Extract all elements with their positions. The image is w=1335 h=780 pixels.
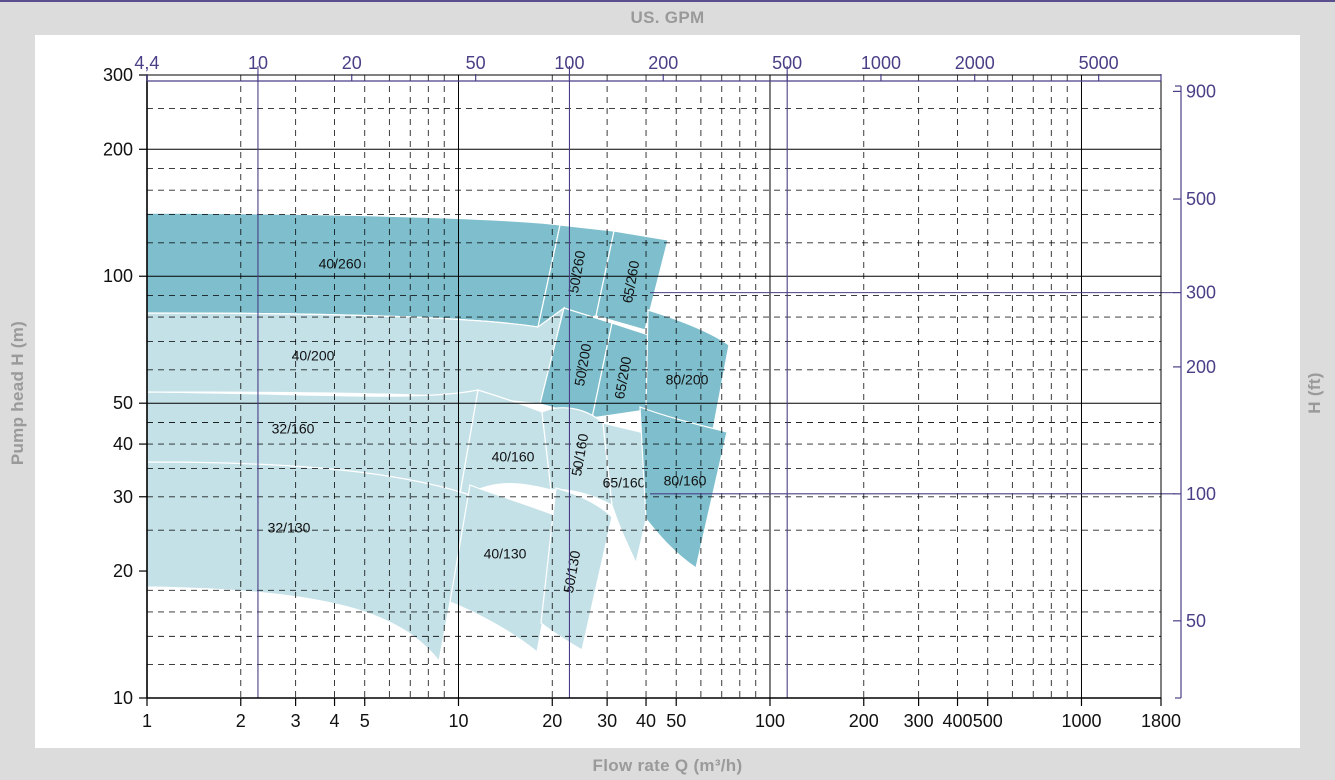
- x-tick-label: 5: [360, 711, 370, 731]
- region-40-200: [146, 306, 565, 405]
- gpm-tick-label: 5000: [1079, 53, 1119, 73]
- bottom-axis-title: Flow rate Q (m³/h): [592, 756, 743, 775]
- region-label-40-130: 40/130: [484, 546, 527, 562]
- top-axis-title: US. GPM: [630, 8, 705, 27]
- region-label-65-160: 65/160: [603, 475, 646, 491]
- gpm-tick-label: 1000: [861, 53, 901, 73]
- region-label-80-160: 80/160: [664, 473, 707, 489]
- x-tick-label: 3: [291, 711, 301, 731]
- gpm-tick-label: 10: [248, 53, 268, 73]
- ft-tick-label: 300: [1186, 283, 1216, 303]
- ft-tick-label: 900: [1186, 81, 1216, 101]
- gpm-tick-label: 500: [772, 53, 802, 73]
- region-label-80-200: 80/200: [666, 372, 709, 388]
- ft-tick-label: 200: [1186, 357, 1216, 377]
- y-tick-label: 20: [113, 561, 133, 581]
- x-tick-label: 1800: [1141, 711, 1181, 731]
- region-label-40-160: 40/160: [492, 449, 535, 465]
- region-label-32-130: 32/130: [268, 520, 311, 536]
- x-tick-label: 1000: [1061, 711, 1101, 731]
- region-32-130: [146, 461, 471, 663]
- gpm-tick-label: 200: [648, 53, 678, 73]
- top-border-line: [0, 0, 1335, 2]
- region-50-130: [540, 487, 613, 651]
- region-label-50-260: 50/260: [565, 249, 588, 294]
- x-tick-label: 2: [236, 711, 246, 731]
- region-label-50-160: 50/160: [568, 432, 591, 477]
- x-tick-label: 40: [636, 711, 656, 731]
- region-label-40-260: 40/260: [319, 256, 362, 272]
- gpm-tick-label: 50: [466, 53, 486, 73]
- x-tick-label: 500: [973, 711, 1003, 731]
- x-tick-label: 100: [755, 711, 785, 731]
- x-tick-label: 4: [330, 711, 340, 731]
- ft-tick-label: 100: [1186, 484, 1216, 504]
- region-label-32-160: 32/160: [272, 421, 315, 437]
- ft-tick-label: 50: [1186, 611, 1206, 631]
- region-label-65-200: 65/200: [611, 355, 634, 400]
- region-80-160: [639, 406, 728, 569]
- x-tick-label: 10: [448, 711, 468, 731]
- y-tick-label: 300: [103, 65, 133, 85]
- region-65-260: [595, 230, 669, 331]
- gpm-tick-label: 2000: [955, 53, 995, 73]
- region-40-130: [449, 484, 563, 654]
- y-tick-label: 50: [113, 393, 133, 413]
- y-tick-label: 10: [113, 688, 133, 708]
- y-tick-label: 40: [113, 434, 133, 454]
- region-label-40-200: 40/200: [292, 348, 335, 364]
- x-tick-label: 400: [943, 711, 973, 731]
- x-tick-label: 200: [849, 711, 879, 731]
- x-tick-label: 1: [142, 711, 152, 731]
- region-label-65-260: 65/260: [619, 259, 642, 304]
- y-tick-label: 100: [103, 266, 133, 286]
- x-tick-label: 20: [542, 711, 562, 731]
- gpm-tick-label: 20: [342, 53, 362, 73]
- gpm-tick-label: 4,4: [134, 53, 159, 73]
- region-label-50-200: 50/200: [571, 342, 594, 387]
- x-tick-label: 50: [666, 711, 686, 731]
- y-tick-label: 200: [103, 139, 133, 159]
- x-tick-label: 300: [904, 711, 934, 731]
- y-tick-label: 30: [113, 487, 133, 507]
- region-label-50-130: 50/130: [560, 549, 583, 594]
- ft-tick-label: 500: [1186, 189, 1216, 209]
- gpm-tick-label: 100: [554, 53, 584, 73]
- x-tick-label: 30: [597, 711, 617, 731]
